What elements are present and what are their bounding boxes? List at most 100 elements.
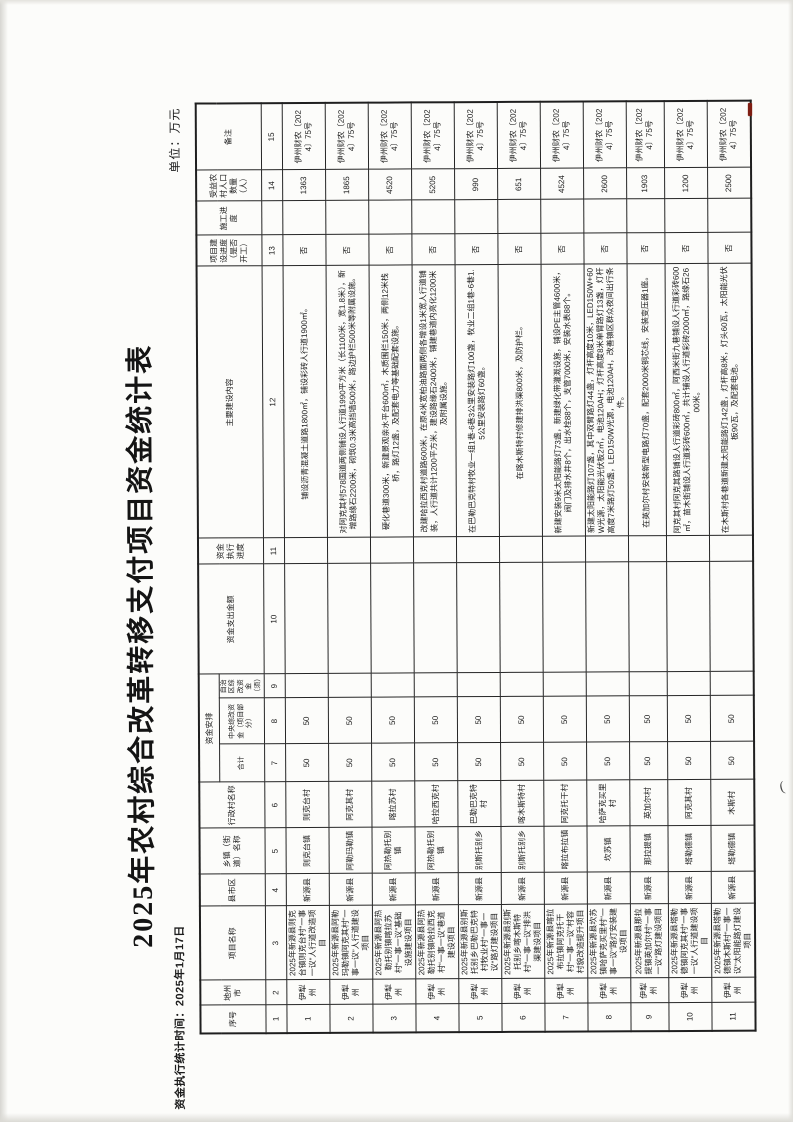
table-cell: 否: [282, 234, 327, 267]
table-cell: 阿克其村: [328, 781, 372, 828]
table-cell: 伊犁州: [372, 979, 416, 1005]
column-header: 序号: [200, 1005, 267, 1034]
table-cell: 阿热勒托别镇: [371, 827, 416, 874]
scan-artifact-paren: (: [778, 779, 787, 796]
table-cell: [284, 563, 329, 675]
table-body: 1 伊犁州 2025年新源县则克台镇则克台村“一事一议”人行道改造项目 新源县 则克台镇…: [282, 100, 756, 1034]
table-header: 序号 地州市 项目名称 县市区 乡镇（街道）名称 行政村名称 资金安排 资金支出金额 资金执行进…: [195, 103, 288, 1034]
table-cell: 伊州财农〔2024〕75号: [540, 101, 584, 169]
table-cell: 50: [371, 697, 415, 744]
table-cell: 伊州财农〔2024〕75号: [325, 102, 369, 170]
stat-time-label: 资金执行统计时间：2025年1月17日: [174, 925, 187, 1110]
table-cell: 50: [710, 695, 755, 742]
table-cell: [707, 198, 752, 233]
table-cell: 50: [457, 696, 501, 744]
table-cell: 新源县: [329, 873, 373, 906]
table-cell: 2600: [583, 168, 627, 200]
table-cell: [411, 200, 455, 235]
table-cell: 1363: [282, 169, 326, 202]
column-number: 12: [262, 266, 285, 539]
column-number: 2: [265, 980, 287, 1006]
table-cell: 伊犁州: [711, 977, 756, 1003]
document-title: 2025年农村综合改革转移支付项目资金统计表: [124, 343, 160, 948]
table-cell: [325, 200, 369, 235]
table-cell: 塔勒德镇: [710, 825, 755, 872]
table-cell: [585, 536, 629, 563]
group-header-funding: 资金安排: [198, 674, 220, 783]
column-header: 县市区: [199, 874, 266, 907]
table-cell: 否: [583, 233, 628, 265]
table-cell: 伊州财农〔2024〕75号: [282, 102, 326, 171]
table-cell: [456, 536, 500, 564]
table-cell: [710, 671, 754, 696]
table-cell: 新源县: [501, 872, 545, 905]
table-cell: [454, 199, 498, 235]
table-cell: 50: [667, 695, 711, 743]
table-cell: 喀木斯特村: [500, 780, 544, 827]
table-cell: 伊犁州: [501, 978, 545, 1004]
column-number: 11: [263, 538, 285, 565]
table-cell: 新源县: [458, 872, 502, 906]
table-cell: 2025年新源县阿热勒托别镇喀拉苏村“一事一议”基础设施建设项目: [372, 905, 416, 980]
column-number: 6: [264, 782, 286, 829]
table-cell: 伊州财农〔2024〕75号: [707, 100, 751, 168]
table-cell: 巴勒巴克特村: [457, 780, 501, 828]
table-row: 9 伊犁州 2025年新源县那拉提镇英加尔村“一事一议”路灯建设项目 新源县 那拉提镇英…: [626, 101, 670, 1032]
table-cell: [542, 562, 587, 673]
table-cell: 10: [668, 1002, 713, 1032]
scan-edge-right: [788, 0, 793, 1122]
column-number: 8: [264, 698, 286, 745]
table-cell: [327, 563, 372, 674]
table-cell: 别斯托别乡: [457, 826, 502, 874]
table-cell: 对阿克其村578国道两侧铺设人行道1990平方米（长1100米，宽1.8米），新…: [326, 265, 371, 538]
table-cell: 2025年新源县坎苏镇哈萨克买里村“一事一议”路灯安装建设项目: [587, 904, 631, 979]
table-cell: 1200: [664, 167, 708, 200]
column-header: 地州市: [200, 980, 266, 1006]
table-cell: [583, 199, 627, 234]
column-header: 行政村名称: [199, 782, 265, 829]
table-cell: [328, 673, 372, 698]
table-cell: [282, 200, 326, 236]
table-cell: 伊州财农〔2024〕75号: [664, 100, 708, 169]
table-cell: 2025年新源县塔勒德镇木斯村“一事一议”太阳能路灯建设项目: [711, 903, 756, 978]
table-cell: 喀拉苏村: [371, 781, 415, 828]
table-cell: [628, 562, 668, 673]
table-row: 2 伊犁州 2025年新源县阿勒玛勒镇阿克其村“一事一议”人行道建设项目 新源县 阿勒玛…: [325, 102, 374, 1033]
table-cell: 否: [454, 233, 499, 266]
column-header: 主要建设内容: [196, 266, 264, 539]
table-cell: [456, 562, 501, 674]
table-cell: 2500: [707, 167, 752, 199]
table-cell: 新源县: [415, 873, 459, 906]
table-cell: 990: [454, 168, 498, 201]
red-pen-mark: [748, 103, 752, 116]
table-cell: 否: [707, 232, 752, 264]
table-cell: [497, 199, 541, 234]
table-cell: 2: [329, 1004, 374, 1033]
table-cell: 在英加尔村安装新型电路灯70盏，配套2000米铜芯线，安装变压器1座。: [627, 264, 667, 537]
table-cell: 阿热勒托别镇: [414, 827, 459, 874]
table-cell: [371, 673, 415, 698]
table-cell: 新源县: [372, 873, 416, 906]
table-cell: 1865: [325, 169, 369, 201]
table-cell: 伊犁州: [544, 978, 588, 1004]
table-cell: 50: [586, 742, 630, 781]
table-cell: 1903: [626, 168, 665, 200]
table-cell: 在巴勒巴克特村牧业一组1巷-6巷3公里安装路灯100盏，牧业二组1巷-6巷1.5…: [455, 264, 500, 538]
table-cell: [626, 199, 665, 234]
table-cell: 英加尔村: [629, 780, 668, 827]
column-number: 14: [261, 170, 283, 202]
table-cell: 50: [414, 697, 458, 744]
table-cell: 阿克其村阿克其路铺设人行道彩砖800㎡，阿西米街九巷铺设人行道彩砖600㎡，苗木…: [665, 263, 710, 537]
table-cell: [284, 537, 328, 565]
table-cell: 新建太阳能路灯107盏，其中双臂路灯44盏，灯杆高度10米，LED150W+60…: [584, 264, 629, 537]
table-cell: 否: [497, 233, 542, 265]
table-cell: 50: [710, 741, 755, 780]
table-cell: 伊犁州: [630, 978, 669, 1004]
table-row: 4 伊犁州 2025年新源县阿热勒托别镇哈拉西克村“一事一议”巷道建设项目 新源县 阿热…: [411, 102, 460, 1033]
table-cell: [586, 672, 630, 697]
column-header: 资金执行进度: [197, 538, 264, 565]
table-cell: [414, 673, 458, 698]
table-cell: [666, 561, 711, 673]
table-cell: 则克台村: [285, 781, 329, 829]
